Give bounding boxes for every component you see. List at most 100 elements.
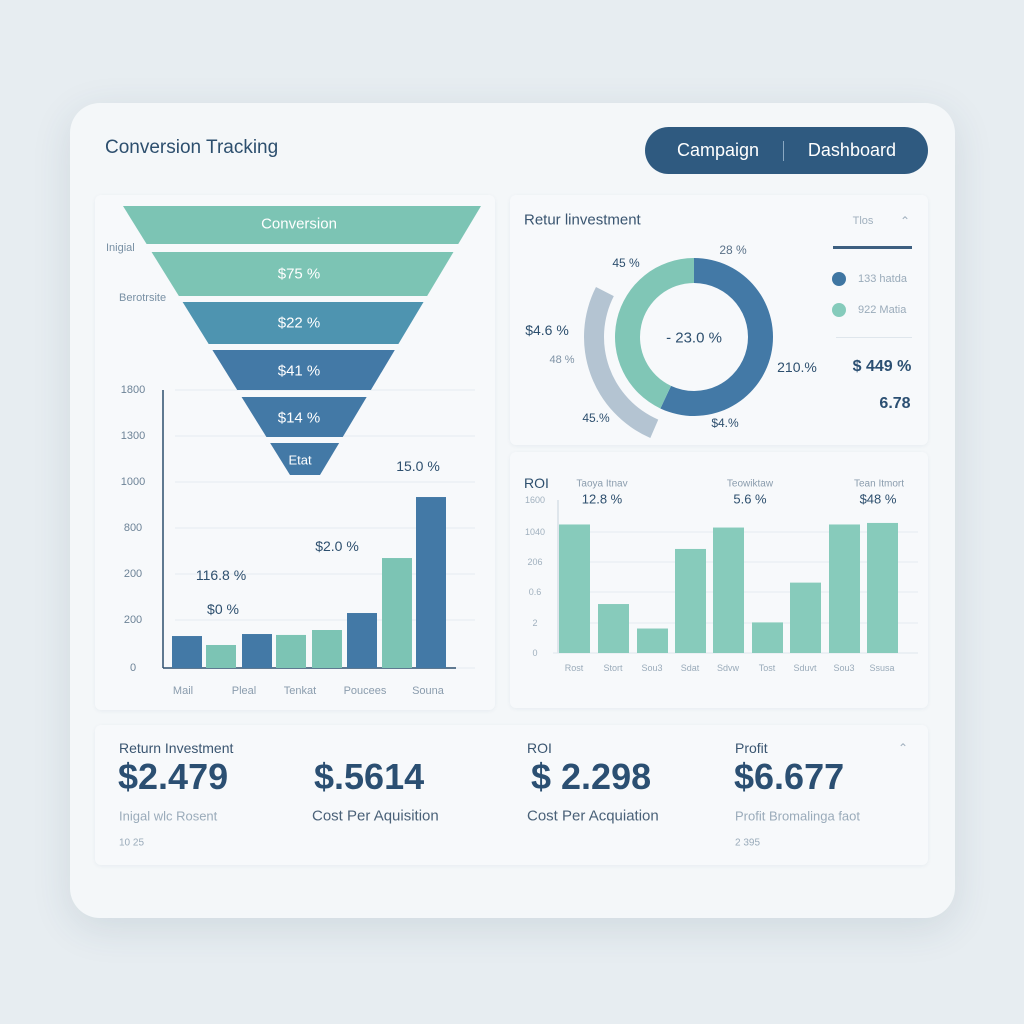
x-tick-label: Rost	[564, 663, 584, 673]
bar	[829, 524, 860, 653]
y-tick-label: 1600	[524, 495, 546, 505]
divider	[782, 140, 784, 161]
bar	[559, 524, 590, 653]
kpi-label: Profit	[735, 740, 768, 756]
bar	[790, 582, 821, 653]
kpi-caption: Inigal wlc Rosent	[119, 808, 218, 824]
kpi-label: ROI	[527, 740, 552, 756]
bar	[276, 634, 306, 668]
funnel-stage	[241, 397, 367, 437]
kpi-foot: 10 25	[119, 837, 145, 849]
bar	[382, 558, 412, 668]
legend-label: 922 Matia	[858, 304, 907, 316]
chevron-up-icon[interactable]: ⌃	[899, 214, 911, 228]
dashboard-tab[interactable]: Dashboard	[807, 140, 896, 160]
kpi-value: $.5614	[314, 756, 425, 797]
funnel-stage	[151, 252, 454, 296]
funnel-side-label: Berotrsite	[119, 292, 167, 304]
kpi-foot: 2 395	[735, 837, 761, 849]
bar-annotation: 15.0 %	[396, 458, 440, 474]
kpi-panel	[95, 725, 928, 865]
donut-tab[interactable]: Tlos	[852, 215, 874, 227]
funnel-side-label: Inigial	[106, 242, 135, 254]
kpi-value: $6.677	[734, 756, 845, 797]
grey-arc	[584, 287, 659, 438]
bar	[416, 497, 446, 668]
legend-dot	[832, 272, 846, 286]
roi-annotation-value: 12.8 %	[581, 491, 623, 507]
kpi-label: Return Investment	[119, 740, 234, 756]
kpi-value: $ 2.298	[531, 756, 652, 797]
donut-segment	[660, 258, 773, 416]
funnel-stage-label: $41 %	[277, 362, 321, 380]
legend-dot	[832, 303, 846, 317]
x-tick-label: Sdvw	[716, 663, 740, 673]
bar	[347, 613, 377, 668]
donut-label: 45 %	[612, 256, 640, 270]
y-tick-label: 200	[123, 614, 143, 626]
donut-title: Retur linvestment	[524, 211, 641, 229]
bar	[867, 522, 898, 653]
funnel-stage-label: Etat	[288, 452, 312, 468]
y-tick-label: 1040	[524, 527, 546, 537]
roi-annotation-value: $48 %	[859, 491, 897, 507]
donut-label: 28 %	[719, 243, 747, 257]
donut-label: 45.%	[582, 411, 610, 425]
funnel-stage	[123, 206, 481, 244]
kpi-caption: Cost Per Aquisition	[312, 807, 439, 825]
y-tick-label: 1000	[120, 476, 146, 488]
kpi-caption: Profit Bromalinga faot	[735, 808, 861, 824]
bar	[752, 622, 783, 653]
bar-annotation: $0 %	[207, 601, 239, 617]
funnel-stage-label: $75 %	[277, 265, 321, 283]
donut-label: 210.%	[777, 359, 817, 375]
bar	[206, 644, 236, 668]
stat-value: $ 449 %	[852, 358, 912, 375]
bar	[172, 636, 202, 668]
y-tick-label: 0	[129, 662, 137, 674]
donut-label: $4.%	[711, 416, 739, 430]
x-tick-label: Tost	[758, 663, 776, 673]
bar	[675, 548, 706, 653]
divider	[836, 337, 912, 338]
bar-annotation: $2.0 %	[315, 538, 359, 554]
donut-label: $4.6 %	[525, 322, 569, 338]
x-tick-label: Pleal	[231, 685, 257, 697]
campaign-tab[interactable]: Campaign	[676, 140, 760, 160]
view-toggle[interactable]: Campaign Dashboard	[645, 127, 928, 174]
y-tick-label: 206	[527, 557, 543, 567]
y-tick-label: 1800	[120, 384, 146, 396]
bar	[637, 628, 668, 653]
tab-underline	[833, 246, 912, 249]
x-tick-label: Poucees	[343, 685, 387, 697]
funnel-stage	[182, 302, 424, 344]
y-tick-label: 0	[532, 648, 538, 658]
x-tick-label: Tenkat	[283, 685, 317, 697]
bar	[713, 527, 744, 653]
funnel-stage	[212, 350, 395, 390]
bar	[242, 634, 272, 668]
roi-annotation-name: Tean Itmort	[853, 478, 905, 490]
kpi-caption: Cost Per Acquiation	[527, 807, 659, 825]
donut-label: 48 %	[549, 354, 575, 366]
x-tick-label: Sou3	[641, 663, 663, 673]
x-tick-label: Sdat	[680, 663, 700, 673]
bar	[312, 630, 342, 668]
roi-chart-title: ROI	[524, 475, 549, 491]
funnel-stage-label: Conversion	[261, 215, 337, 233]
page-title: Conversion Tracking	[105, 137, 279, 158]
funnel-stage	[270, 443, 340, 475]
y-tick-label: 200	[123, 568, 143, 580]
stat-sub: 6.78	[879, 395, 911, 412]
x-tick-label: Souna	[412, 685, 444, 697]
funnel-stage-label: $22 %	[277, 314, 321, 332]
y-tick-label: 800	[123, 522, 143, 534]
donut-segment	[615, 258, 694, 409]
y-tick-label: 1300	[120, 430, 146, 442]
roi-annotation-name: Taoya Itnav	[576, 478, 628, 490]
donut-center-label: - 23.0 %	[666, 329, 722, 347]
bar	[598, 604, 629, 653]
roi-annotation-name: Teowiktaw	[726, 478, 774, 490]
chevron-up-icon[interactable]: ⌃	[897, 741, 909, 755]
x-tick-label: Sou3	[833, 663, 855, 673]
